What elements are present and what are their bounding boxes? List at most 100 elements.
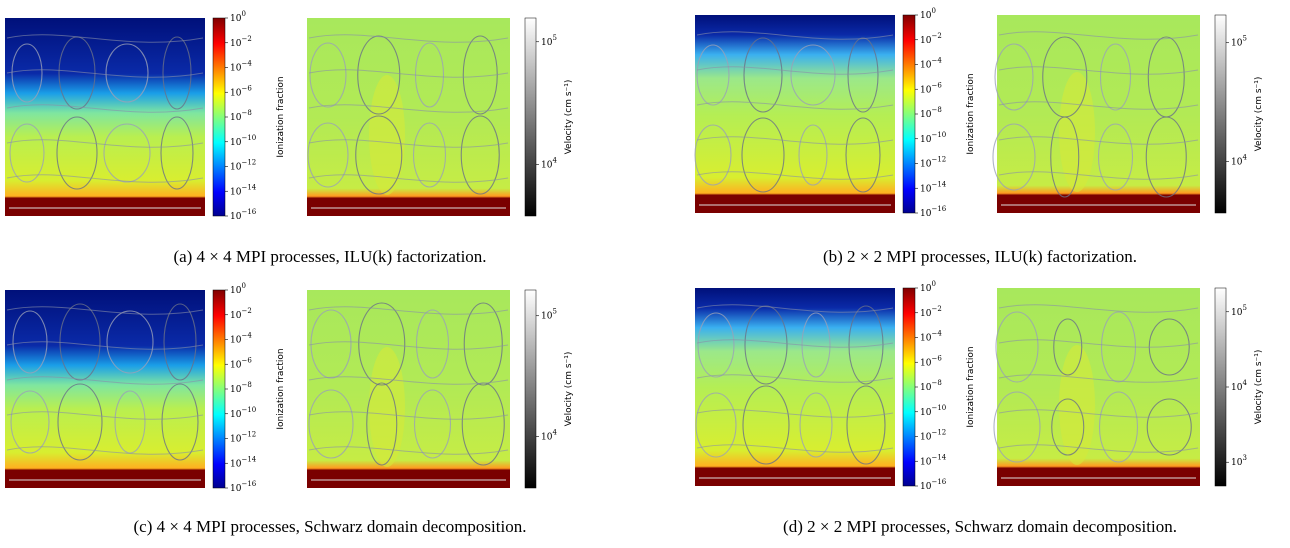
tick-base: 10 — [230, 113, 242, 123]
tick-exponent: −16 — [241, 208, 256, 216]
velocity-colorbar — [1214, 287, 1227, 487]
tick-exponent: 0 — [241, 282, 245, 290]
streamline — [308, 139, 509, 148]
streamline — [998, 31, 1199, 40]
tick-exponent: 0 — [931, 7, 935, 15]
tick-exponent: 5 — [552, 308, 556, 316]
tick-base: 10 — [920, 432, 932, 442]
streamline — [6, 139, 204, 148]
tick-exponent: −14 — [931, 180, 946, 188]
streamline — [106, 310, 154, 374]
tick-base: 10 — [920, 308, 932, 318]
colorbar-tick-label: 10−2 — [920, 305, 942, 319]
ionization-colorbar — [902, 287, 916, 487]
streamline — [6, 446, 204, 455]
colorbar-label: Ionization fraction — [966, 73, 976, 154]
colorbar-tick-label: 105 — [1231, 304, 1247, 318]
tick-base: 10 — [920, 284, 932, 294]
streamline — [1098, 391, 1139, 463]
tick-base: 10 — [920, 482, 932, 492]
colorbar-label: Velocity (cm s⁻¹) — [564, 352, 574, 427]
streamline — [741, 117, 785, 193]
streamline — [308, 69, 509, 78]
streamline — [105, 43, 149, 103]
streamline — [161, 383, 199, 461]
colorbar-tick-label: 100 — [230, 282, 246, 296]
streamline — [103, 123, 151, 183]
tick-base: 10 — [920, 209, 932, 219]
colorbar-tick-label: 10−16 — [230, 208, 257, 222]
colorbar-label: Ionization fraction — [966, 346, 976, 427]
tick-exponent: 4 — [1242, 154, 1247, 162]
streamline — [307, 122, 349, 188]
colorbar-tick-label: 10−6 — [230, 84, 252, 98]
colorbar-tick-label: 10−4 — [230, 332, 252, 346]
colorbar-tick-label: 103 — [1231, 454, 1247, 468]
streamline — [790, 44, 836, 106]
colorbar-tick-label: 10−10 — [920, 131, 946, 145]
tick-exponent: −8 — [931, 379, 941, 387]
streamline — [413, 389, 452, 459]
tick-exponent: −8 — [931, 106, 941, 114]
tick-base: 10 — [541, 160, 553, 170]
colorbar-tick-label: 10−12 — [230, 159, 256, 173]
streamline — [998, 444, 1199, 453]
tick-exponent: 0 — [241, 10, 245, 18]
caption: (d) 2 × 2 MPI processes, Schwarz domain … — [783, 517, 1177, 536]
colorbar-tick-label: 10−14 — [230, 455, 257, 469]
streamline — [847, 37, 879, 113]
streamline — [998, 409, 1199, 418]
streamline — [308, 376, 509, 385]
tick-base: 10 — [230, 212, 242, 222]
tick-exponent: −16 — [931, 205, 946, 213]
colorbar-tick-label: 10−10 — [920, 404, 946, 418]
streamline — [6, 376, 204, 385]
tick-base: 10 — [541, 37, 553, 47]
streamline — [1053, 318, 1083, 376]
streamline — [993, 391, 1041, 463]
colorbar-tick-label: 104 — [1231, 379, 1247, 393]
streamline — [415, 309, 450, 379]
tick-exponent: −2 — [931, 32, 941, 40]
colorbar-tick-label: 10−2 — [230, 35, 252, 49]
tick-exponent: 5 — [1242, 35, 1246, 43]
velocity-region — [1059, 72, 1095, 192]
streamline — [1051, 398, 1085, 456]
tick-base: 10 — [1231, 157, 1243, 167]
streamline — [11, 43, 43, 103]
colorbar-tick-label: 10−2 — [230, 307, 252, 321]
colorbar-tick-label: 10−14 — [230, 183, 257, 197]
tick-base: 10 — [920, 407, 932, 417]
panel: 10010−210−410−610−810−1010−1210−1410−16I… — [695, 280, 1264, 536]
streamline — [1050, 116, 1080, 198]
colorbar-tick-label: 104 — [541, 157, 557, 171]
tick-exponent: −4 — [931, 57, 942, 65]
colorbar-tick-label: 10−6 — [920, 354, 942, 368]
tick-exponent: −2 — [241, 35, 251, 43]
streamline — [6, 306, 204, 315]
tick-base: 10 — [230, 162, 242, 172]
colorbar-tick-label: 10−16 — [920, 205, 947, 219]
caption: (a) 4 × 4 MPI processes, ILU(k) factoriz… — [173, 247, 486, 266]
colorbar-tick-label: 10−16 — [230, 480, 257, 494]
colorbar-tick-label: 10−10 — [230, 134, 256, 148]
streamline — [1099, 43, 1132, 111]
tick-base: 10 — [920, 35, 932, 45]
streamline — [696, 31, 894, 40]
velocity-map — [997, 15, 1200, 213]
streamline — [463, 302, 503, 386]
tick-exponent: −12 — [931, 156, 946, 164]
tick-exponent: −14 — [931, 453, 946, 461]
tick-base: 10 — [230, 434, 242, 444]
tick-base: 10 — [920, 383, 932, 393]
tick-exponent: −8 — [241, 381, 251, 389]
streamline — [309, 42, 347, 108]
streamline — [799, 392, 833, 458]
tick-exponent: −10 — [931, 131, 946, 139]
streamline — [366, 382, 398, 466]
streamline — [355, 115, 403, 195]
colorbar-tick-label: 10−4 — [920, 330, 942, 344]
streamline — [742, 385, 790, 465]
streamline — [357, 35, 401, 115]
